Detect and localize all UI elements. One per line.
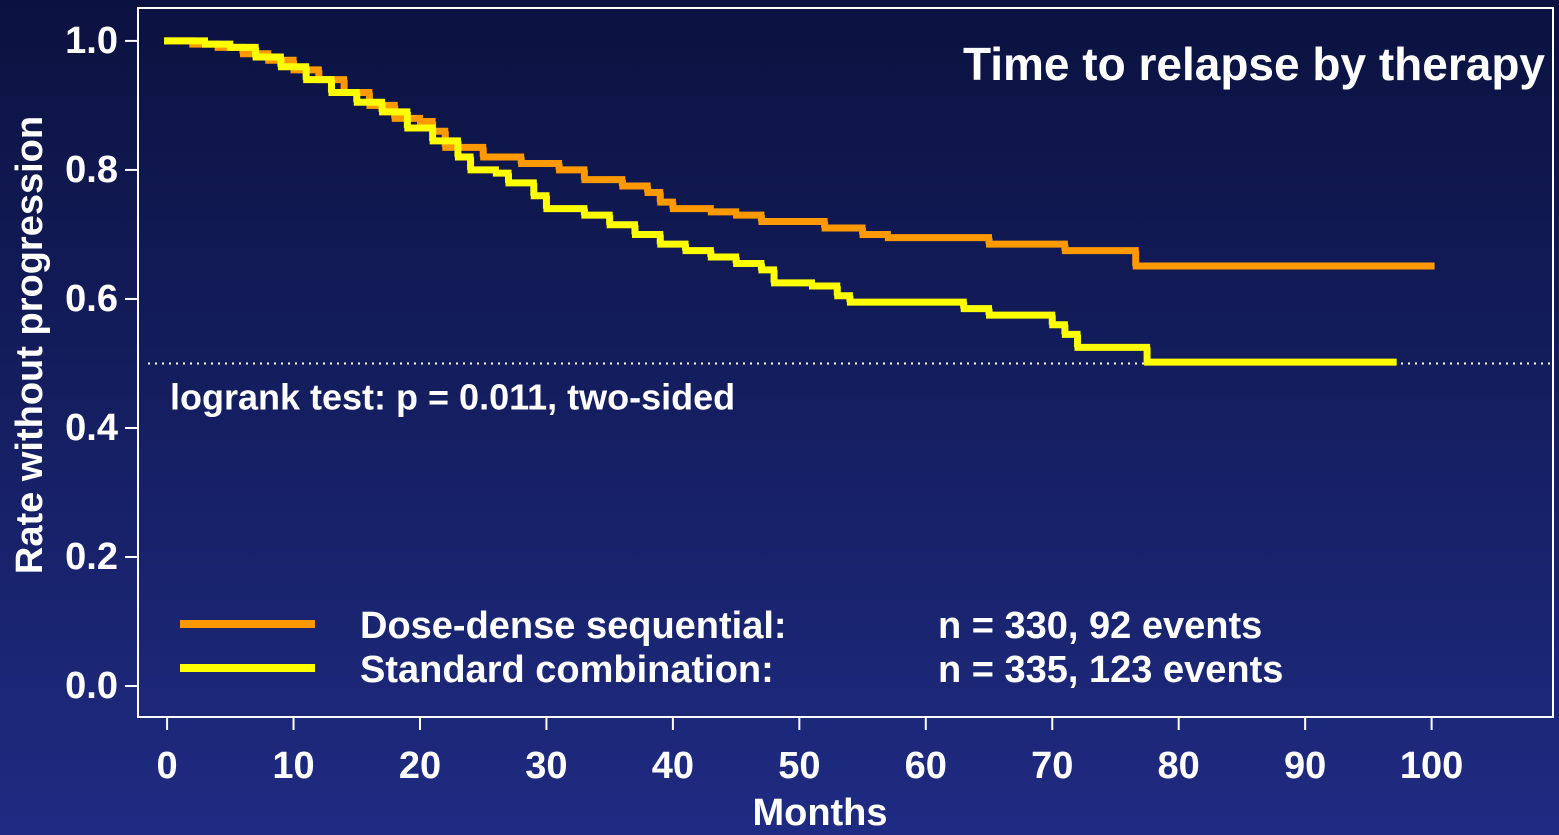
x-tick-label: 10 (272, 745, 314, 787)
legend-label: Dose-dense sequential: (360, 605, 787, 647)
plot-frame (137, 7, 1554, 718)
x-tick-label: 90 (1284, 745, 1326, 787)
x-tick-label: 70 (1031, 745, 1073, 787)
y-tick-label: 0.6 (65, 278, 118, 320)
chart-title: Time to relapse by therapy (963, 38, 1545, 90)
x-axis-label: Months (752, 792, 887, 834)
x-tick-label: 60 (905, 745, 947, 787)
y-tick-label: 0.4 (65, 407, 118, 449)
y-tick-label: 0.2 (65, 536, 118, 578)
y-tick-label: 1.0 (65, 20, 118, 62)
x-tick-label: 30 (525, 745, 567, 787)
x-tick-label: 80 (1158, 745, 1200, 787)
y-tick-label: 0.0 (65, 665, 118, 707)
x-tick-label: 20 (399, 745, 441, 787)
legend-note: n = 330, 92 events (938, 605, 1262, 647)
legend-note: n = 335, 123 events (938, 649, 1283, 691)
legend-label: Standard combination: (360, 649, 774, 691)
y-tick-label: 0.8 (65, 149, 118, 191)
y-axis-label: Rate without progression (9, 116, 51, 574)
annotation: logrank test: p = 0.011, two-sided (170, 377, 735, 418)
x-tick-label: 40 (652, 745, 694, 787)
x-tick-label: 100 (1400, 745, 1463, 787)
x-tick-label: 0 (157, 745, 178, 787)
x-tick-label: 50 (778, 745, 820, 787)
